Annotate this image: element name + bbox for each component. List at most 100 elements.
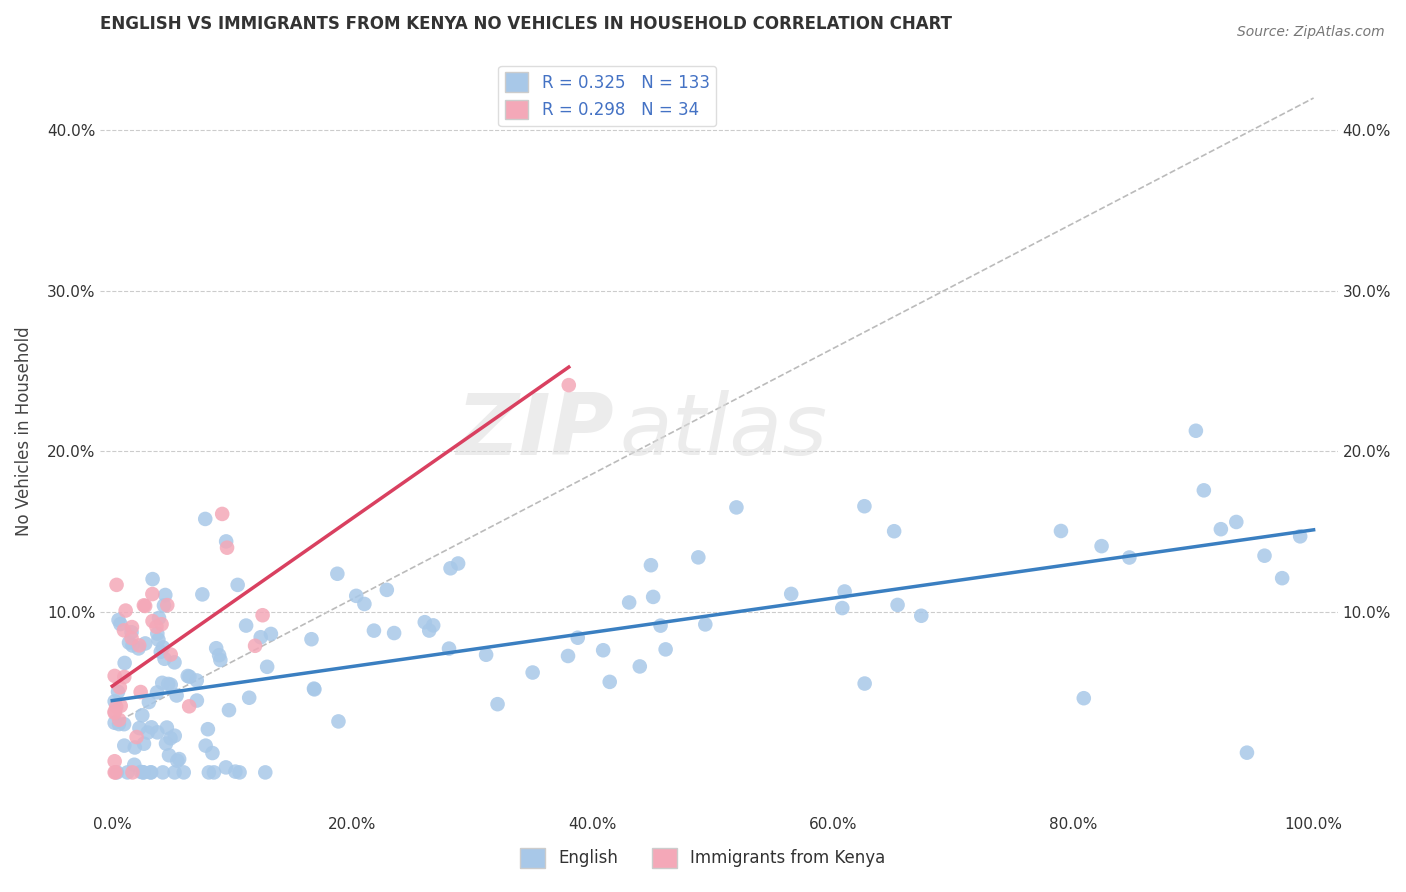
Point <box>139 765 162 780</box>
Point <box>224 764 246 779</box>
Point <box>121 625 143 640</box>
Point <box>132 737 155 751</box>
Point <box>260 627 283 641</box>
Point <box>780 587 803 601</box>
Point <box>104 754 127 768</box>
Point <box>688 550 710 565</box>
Point <box>695 617 717 632</box>
Point <box>141 765 163 780</box>
Point <box>447 557 470 571</box>
Point <box>218 703 240 717</box>
Point <box>328 714 350 729</box>
Point <box>211 507 233 521</box>
Point <box>152 640 174 655</box>
Point <box>157 748 180 763</box>
Point <box>208 648 231 663</box>
Text: atlas: atlas <box>620 390 828 473</box>
Point <box>617 595 640 609</box>
Point <box>201 746 224 760</box>
Point <box>141 587 163 601</box>
Point <box>141 720 163 734</box>
Point <box>104 706 127 720</box>
Point <box>117 765 139 780</box>
Point <box>197 722 219 736</box>
Point <box>238 690 260 705</box>
Point <box>202 765 225 780</box>
Point <box>156 598 179 612</box>
Point <box>105 699 128 714</box>
Point <box>132 599 155 613</box>
Point <box>177 669 200 683</box>
Point <box>831 601 853 615</box>
Text: ZIP: ZIP <box>456 390 614 473</box>
Point <box>150 617 173 632</box>
Point <box>148 611 170 625</box>
Point <box>643 590 665 604</box>
Point <box>243 639 266 653</box>
Point <box>228 765 250 780</box>
Point <box>194 512 217 526</box>
Point <box>558 378 581 392</box>
Point <box>304 682 326 697</box>
Point <box>215 534 238 549</box>
Point <box>121 620 143 634</box>
Point <box>353 597 375 611</box>
Point <box>152 765 174 780</box>
Point <box>150 676 173 690</box>
Point <box>422 618 444 632</box>
Point <box>128 641 150 656</box>
Point <box>853 676 876 690</box>
Point <box>654 642 676 657</box>
Point <box>129 685 152 699</box>
Point <box>128 639 150 653</box>
Point <box>853 500 876 514</box>
Point <box>163 656 186 670</box>
Point <box>138 695 160 709</box>
Legend: English, Immigrants from Kenya: English, Immigrants from Kenya <box>513 841 893 875</box>
Point <box>163 729 186 743</box>
Point <box>159 731 181 746</box>
Point <box>363 624 385 638</box>
Point <box>141 614 163 628</box>
Point <box>146 685 169 699</box>
Point <box>104 705 127 719</box>
Point <box>1050 524 1073 538</box>
Point <box>121 631 143 645</box>
Point <box>166 754 188 768</box>
Point <box>186 693 208 707</box>
Point <box>167 752 190 766</box>
Point <box>134 599 156 613</box>
Point <box>194 739 217 753</box>
Point <box>136 725 159 739</box>
Point <box>110 617 132 632</box>
Point <box>155 737 177 751</box>
Point <box>418 624 440 638</box>
Point <box>132 765 155 780</box>
Point <box>437 641 460 656</box>
Point <box>1289 529 1312 543</box>
Point <box>883 524 905 539</box>
Point <box>134 636 156 650</box>
Point <box>344 589 367 603</box>
Point <box>112 670 135 684</box>
Point <box>557 648 579 663</box>
Point <box>124 757 146 772</box>
Point <box>153 652 176 666</box>
Point <box>146 626 169 640</box>
Point <box>1271 571 1294 585</box>
Point <box>375 582 398 597</box>
Point <box>149 645 172 659</box>
Point <box>110 698 132 713</box>
Point <box>179 699 201 714</box>
Point <box>191 587 214 601</box>
Point <box>475 648 498 662</box>
Point <box>252 608 274 623</box>
Point <box>567 631 589 645</box>
Point <box>155 588 177 602</box>
Point <box>159 648 181 662</box>
Point <box>226 578 249 592</box>
Point <box>104 765 127 780</box>
Point <box>886 598 908 612</box>
Point <box>186 673 208 688</box>
Point <box>254 765 277 780</box>
